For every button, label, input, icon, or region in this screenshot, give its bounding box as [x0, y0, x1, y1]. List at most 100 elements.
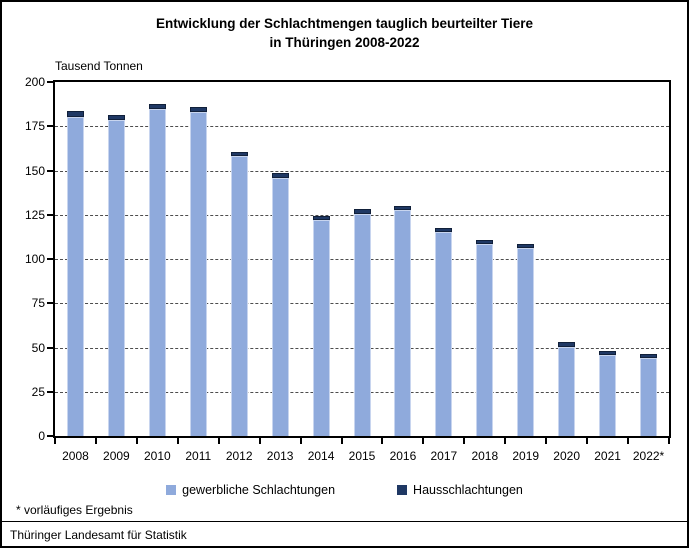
x-axis-tick-8: [381, 438, 384, 444]
bar-segment-gewerblich-2015: [353, 213, 371, 436]
bar-segment-haus-2012: [230, 151, 248, 157]
legend-swatch-icon: [397, 485, 408, 495]
bar-2010: [148, 104, 166, 436]
x-axis-label-2022: 2022*: [632, 449, 665, 463]
bar-segment-haus-2021: [599, 351, 617, 356]
y-axis-tick-0: [47, 435, 53, 437]
y-axis-tick-50: [47, 346, 53, 349]
chart-title-line1: Entwicklung der Schlachtmengen tauglich …: [155, 16, 534, 31]
bar-segment-gewerblich-2018: [476, 243, 494, 436]
bar-2022: [640, 353, 658, 436]
x-axis-tick-13: [586, 438, 589, 444]
chart-title: Entwicklung der Schlachtmengen tauglich …: [2, 14, 687, 52]
x-axis-label-2016: 2016: [389, 449, 417, 463]
bar-2018: [476, 239, 494, 436]
bar-2019: [517, 243, 535, 436]
y-axis-tick-150: [47, 169, 53, 172]
footnote: * vorläufiges Ergebnis: [16, 503, 133, 517]
legend-item-gewerbliche-schlachtungen: gewerbliche Schlachtungen: [166, 483, 335, 497]
bar-segment-gewerblich-2022: [640, 358, 658, 436]
x-axis-tick-11: [504, 438, 507, 444]
y-axis-label-75: 75: [31, 296, 45, 311]
x-axis-tick-15: [668, 438, 670, 444]
bar-segment-haus-2019: [517, 243, 535, 249]
bar-2014: [312, 215, 330, 436]
bar-2013: [271, 173, 289, 436]
y-axis-tick-75: [47, 302, 53, 305]
bar-segment-gewerblich-2013: [271, 177, 289, 436]
x-axis-tick-7: [340, 438, 343, 444]
y-axis-label-100: 100: [24, 252, 45, 266]
legend-swatch-icon: [166, 485, 177, 495]
x-axis-label-2011: 2011: [185, 449, 212, 463]
plot-area: [55, 82, 669, 436]
y-axis-label-50: 50: [31, 340, 45, 355]
bar-segment-haus-2017: [435, 228, 453, 233]
footer-divider: [2, 521, 687, 522]
y-axis-tick-100: [47, 258, 53, 260]
y-axis-unit-label: Tausend Tonnen: [55, 59, 143, 73]
x-axis-tick-1: [94, 438, 97, 444]
gridline-175: [55, 126, 669, 128]
bar-2016: [394, 205, 412, 436]
legend: gewerbliche Schlachtungen Hausschlachtung…: [2, 483, 687, 497]
bar-segment-haus-2011: [189, 106, 207, 113]
x-axis-tick-0: [54, 438, 56, 444]
y-axis-tick-175: [47, 125, 53, 128]
x-axis-label-2014: 2014: [307, 449, 335, 463]
bar-segment-haus-2013: [271, 173, 289, 178]
bar-segment-gewerblich-2010: [148, 109, 166, 436]
bar-segment-haus-2015: [353, 209, 371, 214]
y-axis-label-125: 125: [24, 207, 45, 222]
bar-segment-haus-2018: [476, 239, 494, 244]
y-axis-label-0: 0: [38, 429, 45, 443]
bar-2009: [107, 114, 125, 436]
gridline-150: [55, 170, 669, 172]
bar-segment-haus-2020: [558, 342, 576, 347]
bar-segment-gewerblich-2017: [435, 232, 453, 436]
bar-segment-haus-2022: [640, 353, 658, 359]
x-axis-tick-4: [217, 438, 220, 444]
x-axis-tick-14: [627, 438, 630, 444]
bar-2012: [230, 151, 248, 436]
bar-2021: [599, 351, 617, 436]
bar-2017: [435, 228, 453, 436]
x-axis-tick-12: [545, 438, 548, 444]
bar-2008: [66, 111, 84, 436]
x-axis-label-2010: 2010: [143, 449, 171, 463]
x-axis-tick-3: [176, 438, 179, 444]
bar-segment-gewerblich-2020: [558, 346, 576, 436]
y-axis-label-175: 175: [24, 119, 45, 134]
bar-segment-gewerblich-2014: [312, 220, 330, 436]
x-axis-label-2021: 2021: [594, 449, 621, 463]
x-axis-label-2018: 2018: [471, 449, 499, 463]
bar-segment-gewerblich-2011: [189, 112, 207, 436]
x-axis-label-2019: 2019: [512, 449, 540, 463]
legend-item-hausschlachtungen: Hausschlachtungen: [397, 483, 523, 497]
bar-segment-gewerblich-2012: [230, 156, 248, 436]
bar-segment-haus-2009: [107, 114, 125, 121]
y-axis-tick-25: [47, 390, 53, 393]
bar-2020: [558, 342, 576, 436]
bar-segment-gewerblich-2008: [66, 116, 84, 436]
y-axis-label-200: 200: [24, 75, 45, 89]
x-axis-tick-6: [299, 438, 302, 444]
x-axis-tick-9: [422, 438, 425, 444]
bar-segment-haus-2008: [66, 111, 84, 117]
x-axis-label-2013: 2013: [266, 449, 294, 463]
y-axis-tick-200: [47, 81, 53, 83]
bar-2015: [353, 209, 371, 436]
bar-segment-gewerblich-2009: [107, 120, 125, 436]
x-axis-tick-10: [463, 438, 466, 444]
y-axis-tick-125: [47, 213, 53, 216]
x-axis-label-2012: 2012: [225, 449, 253, 463]
bar-segment-gewerblich-2019: [517, 248, 535, 436]
chart-title-line2: in Thüringen 2008-2022: [269, 35, 420, 50]
x-axis-label-2009: 2009: [103, 449, 130, 463]
legend-label: Hausschlachtungen: [413, 483, 523, 497]
x-axis-label-2015: 2015: [348, 449, 376, 463]
x-axis-label-2017: 2017: [430, 449, 458, 463]
legend-label: gewerbliche Schlachtungen: [182, 483, 336, 497]
bar-segment-haus-2010: [148, 104, 166, 110]
